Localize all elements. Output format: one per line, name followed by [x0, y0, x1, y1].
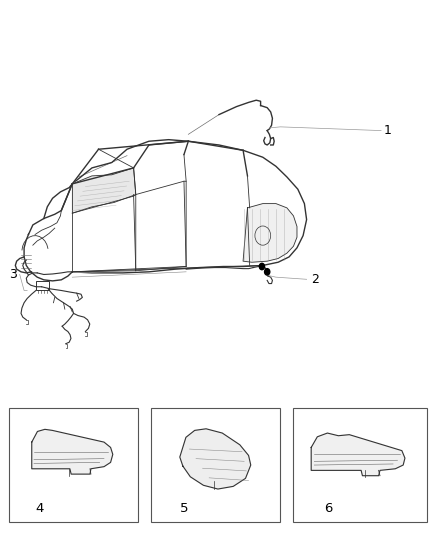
Polygon shape: [28, 140, 307, 273]
Circle shape: [265, 269, 270, 275]
Polygon shape: [72, 168, 136, 213]
Polygon shape: [180, 429, 251, 489]
Bar: [36, 281, 49, 290]
Polygon shape: [32, 430, 113, 474]
Bar: [293, 408, 427, 522]
Text: 6: 6: [324, 503, 333, 515]
Text: 4: 4: [35, 503, 44, 515]
Polygon shape: [15, 257, 32, 273]
Polygon shape: [72, 195, 136, 272]
Text: 2: 2: [311, 273, 319, 286]
Text: 1: 1: [383, 124, 391, 137]
Polygon shape: [311, 433, 405, 475]
Polygon shape: [136, 181, 186, 271]
Circle shape: [259, 263, 265, 270]
Polygon shape: [243, 204, 297, 262]
Text: 3: 3: [9, 268, 17, 281]
Bar: [9, 408, 138, 522]
Text: 5: 5: [180, 503, 188, 515]
Bar: [151, 408, 280, 522]
Polygon shape: [24, 235, 72, 281]
